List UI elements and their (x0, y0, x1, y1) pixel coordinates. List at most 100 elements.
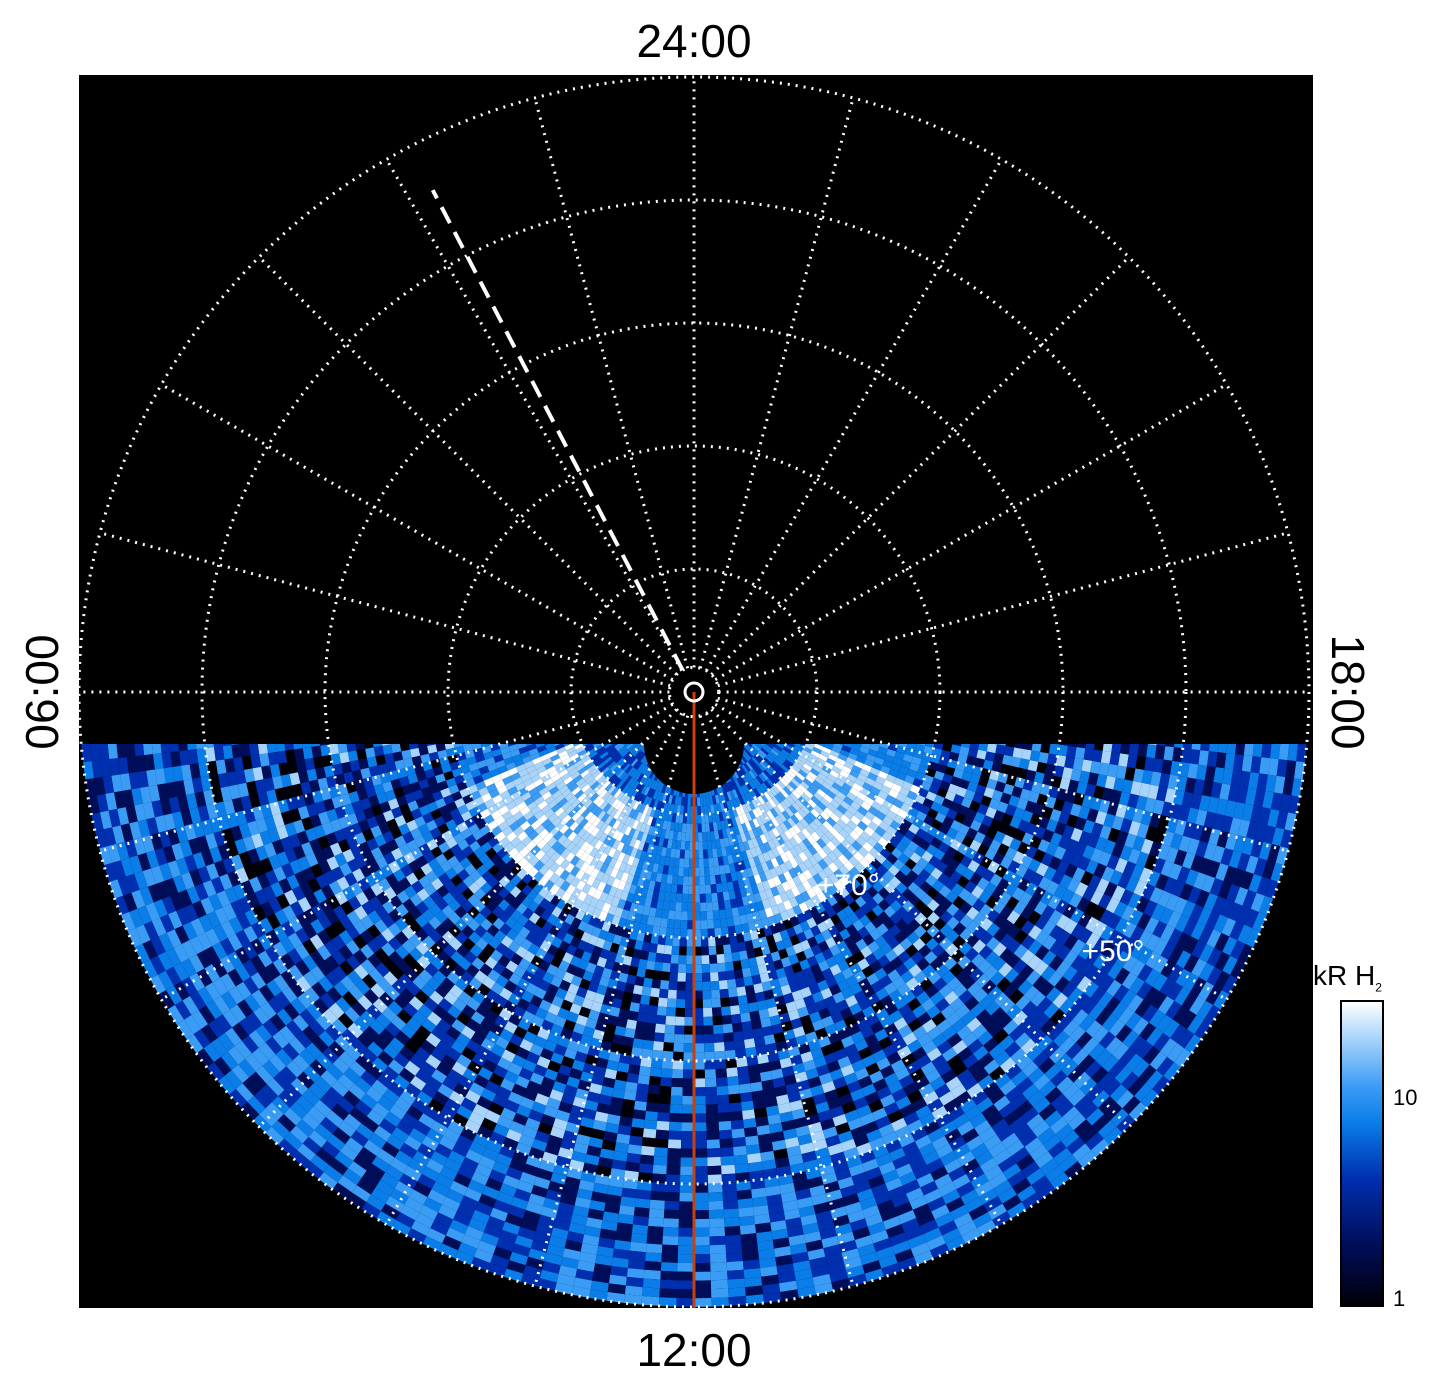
intensity-cell (725, 734, 732, 742)
intensity-cell (700, 726, 703, 735)
intensity-cell (732, 665, 740, 671)
intensity-cell (681, 744, 686, 753)
intensity-cell (589, 837, 600, 848)
intensity-cell (601, 609, 610, 617)
intensity-cell (770, 857, 780, 868)
intensity-cell (591, 711, 600, 716)
intensity-cell (721, 664, 729, 670)
intensity-cell (693, 683, 694, 692)
intensity-cell (711, 712, 717, 719)
intensity-cell (782, 684, 791, 687)
intensity-cell (620, 749, 630, 758)
intensity-cell (778, 561, 787, 571)
intensity-cell (694, 683, 695, 692)
intensity-cell (790, 703, 799, 707)
intensity-cell (606, 746, 616, 754)
intensity-cell (762, 674, 771, 678)
intensity-cell (617, 674, 626, 678)
intensity-cell (504, 723, 514, 730)
intensity-cell (557, 539, 567, 549)
intensity-cell (580, 695, 589, 699)
intensity-cell (621, 843, 630, 854)
intensity-cell (703, 796, 708, 806)
intensity-cell (820, 750, 830, 758)
intensity-cell (839, 786, 850, 797)
intensity-cell (522, 652, 532, 659)
intensity-cell (558, 769, 569, 778)
intensity-cell (834, 597, 844, 606)
intensity-cell (691, 718, 693, 727)
intensity-cell (622, 590, 630, 599)
intensity-cell (620, 540, 628, 550)
intensity-cell (771, 705, 780, 709)
intensity-cell (728, 752, 735, 761)
intensity-cell (842, 709, 851, 714)
intensity-cell (782, 648, 791, 654)
intensity-cell (697, 806, 702, 815)
intensity-cell (789, 706, 798, 710)
intensity-cell (602, 583, 611, 592)
intensity-cell (733, 669, 742, 674)
intensity-cell (775, 855, 785, 866)
intensity-cell (755, 610, 763, 619)
intensity-cell (703, 631, 706, 640)
intensity-cell (729, 575, 735, 584)
intensity-cell (659, 592, 665, 601)
intensity-cell (836, 818, 847, 829)
intensity-cell (564, 670, 573, 675)
intensity-cell (841, 631, 851, 638)
intensity-cell (561, 788, 572, 798)
intensity-cell (697, 823, 703, 833)
intensity-cell (865, 754, 877, 763)
intensity-cell (704, 867, 710, 877)
intensity-cell (827, 602, 837, 611)
intensity-cell (610, 642, 619, 649)
intensity-cell (706, 778, 711, 788)
intensity-cell (684, 649, 687, 658)
intensity-cell (624, 688, 633, 690)
intensity-cell (790, 680, 799, 684)
intensity-cell (610, 735, 619, 742)
intensity-cell (610, 787, 619, 797)
intensity-cell (583, 603, 592, 612)
intensity-cell (621, 570, 629, 580)
intensity-cell (572, 563, 582, 573)
intensity-cell (550, 622, 560, 630)
intensity-cell (819, 784, 830, 794)
intensity-cell (754, 727, 763, 733)
intensity-cell (752, 619, 760, 627)
intensity-cell (733, 638, 740, 646)
intensity-cell (642, 699, 651, 702)
intensity-cell (797, 755, 807, 764)
intensity-cell (715, 535, 721, 544)
intensity-cell (664, 829, 671, 840)
intensity-cell (685, 691, 694, 692)
intensity-cell (551, 803, 562, 813)
intensity-cell (732, 586, 738, 595)
intensity-cell (785, 807, 795, 818)
intensity-cell (729, 594, 735, 603)
intensity-cell (581, 710, 590, 715)
intensity-cell (657, 510, 664, 520)
intensity-cell (659, 745, 666, 755)
intensity-cell (841, 713, 850, 719)
intensity-cell (688, 744, 691, 754)
intensity-cell (700, 797, 704, 807)
intensity-cell (566, 595, 576, 604)
intensity-cell (874, 648, 884, 655)
intensity-cell (536, 683, 545, 688)
intensity-cell (664, 599, 669, 608)
intensity-cell (753, 855, 761, 866)
intensity-cell (693, 683, 694, 692)
intensity-cell (554, 761, 564, 770)
intensity-cell (594, 839, 604, 850)
intensity-cell (722, 745, 729, 755)
intensity-cell (581, 673, 590, 677)
intensity-cell (765, 767, 774, 777)
intensity-cell (666, 670, 673, 676)
intensity-cell (600, 552, 609, 562)
intensity-cell (758, 719, 767, 724)
intensity-cell (722, 855, 729, 866)
intensity-cell (718, 676, 726, 681)
intensity-cell (681, 543, 686, 552)
